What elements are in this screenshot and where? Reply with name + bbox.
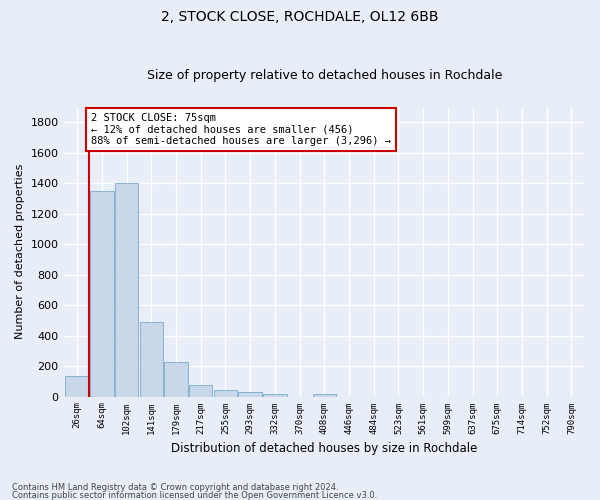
Text: Contains HM Land Registry data © Crown copyright and database right 2024.: Contains HM Land Registry data © Crown c… [12,484,338,492]
X-axis label: Distribution of detached houses by size in Rochdale: Distribution of detached houses by size … [171,442,478,455]
Bar [65,376,89,396]
Bar [140,322,163,396]
Y-axis label: Number of detached properties: Number of detached properties [15,164,25,340]
Title: Size of property relative to detached houses in Rochdale: Size of property relative to detached ho… [146,69,502,82]
Bar [313,394,336,396]
Bar [214,390,237,396]
Text: 2, STOCK CLOSE, ROCHDALE, OL12 6BB: 2, STOCK CLOSE, ROCHDALE, OL12 6BB [161,10,439,24]
Bar [263,394,287,396]
Text: 2 STOCK CLOSE: 75sqm
← 12% of detached houses are smaller (456)
88% of semi-deta: 2 STOCK CLOSE: 75sqm ← 12% of detached h… [91,113,391,146]
Text: Contains public sector information licensed under the Open Government Licence v3: Contains public sector information licen… [12,490,377,500]
Bar [238,392,262,396]
Bar [115,183,139,396]
Bar [90,192,113,396]
Bar [189,385,212,396]
Bar [164,362,188,396]
